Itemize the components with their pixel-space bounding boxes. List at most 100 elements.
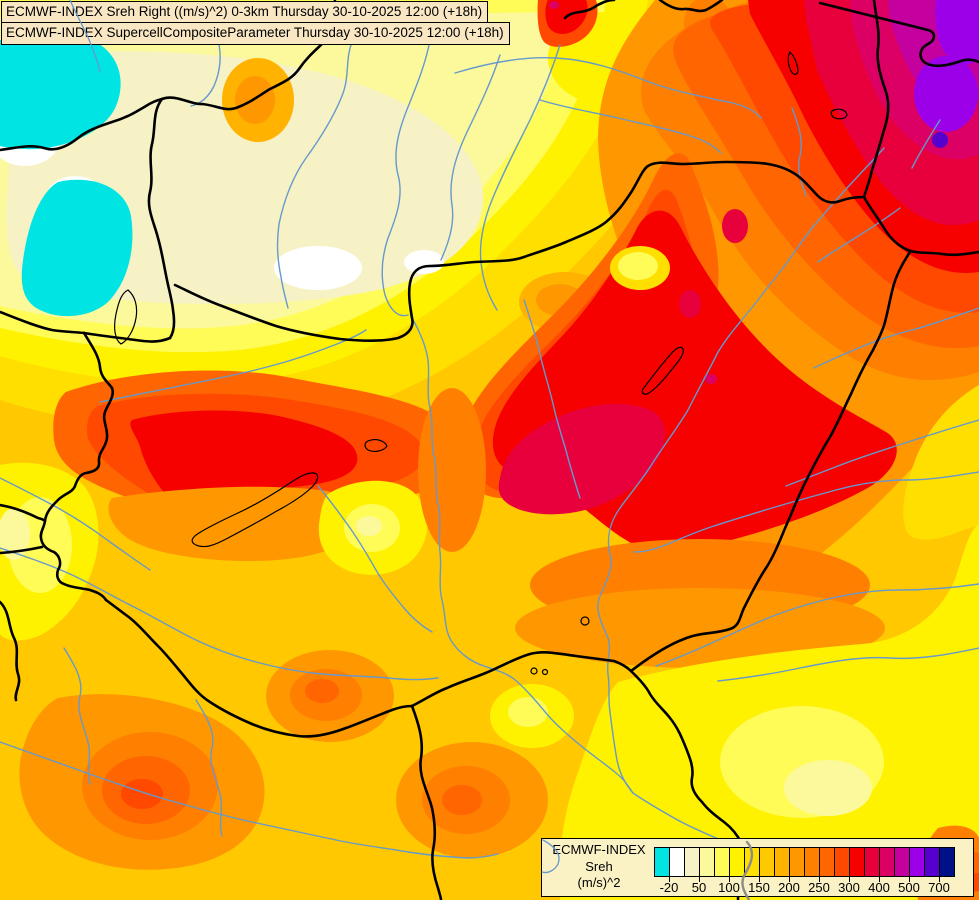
border-hungary-ukraine [862, 195, 979, 257]
border-slovenia-croatia [0, 600, 21, 702]
legend-color-cell-13 [850, 848, 865, 876]
legend-tick-label-100: 100 [718, 880, 740, 895]
region-crimson-spot-1 [722, 209, 748, 243]
region-east-gold-band [903, 385, 979, 540]
river-hornad [791, 107, 807, 197]
river-koros [633, 471, 979, 553]
region-central-crimson-core [498, 403, 666, 515]
map-title-supercell: ECMWF-INDEX SupercellCompositeParameter … [1, 22, 510, 45]
region-ne-violet-blob [914, 56, 978, 132]
map-title-sreh-text: ECMWF-INDEX Sreh Right ((m/s)^2) 0-3km T… [6, 4, 483, 19]
lake-velence [364, 439, 388, 452]
river-bega [717, 647, 979, 682]
small-lake-3 [580, 616, 590, 626]
border-austria-hungary-south [82, 331, 172, 343]
lake-neusiedl [114, 289, 138, 345]
legend-color-cell-11 [820, 848, 835, 876]
region-crimson-spot-2 [679, 290, 701, 318]
region-bottom-orangered-1 [305, 679, 339, 703]
border-top-2 [658, 0, 724, 13]
region-core-west-dkorange [418, 388, 486, 552]
border-austria-slovenia-descent [39, 331, 114, 602]
color-scale-legend: ECMWF-INDEX Sreh (m/s)^2 -20 50 100 150 200 2… [541, 838, 974, 897]
river-bosnia-2 [195, 699, 223, 837]
legend-tickmark-300 [849, 877, 850, 882]
legend-tick-label-400: 400 [868, 880, 890, 895]
region-white-patch-3 [274, 246, 362, 290]
small-lake-2 [541, 668, 549, 676]
border-slovakia-ukraine [862, 0, 890, 199]
region-pale-gap-patch [618, 252, 658, 280]
legend-color-cell-6 [745, 848, 760, 876]
region-white-patch-4 [404, 250, 444, 274]
border-hungary-croatia [104, 598, 414, 738]
region-balaton-orange-area [108, 486, 361, 561]
legend-tick-label-700: 700 [928, 880, 950, 895]
lake-tisza [641, 346, 684, 395]
legend-tick-label-150: 150 [748, 880, 770, 895]
legend-color-cell-17 [910, 848, 925, 876]
river-koros-north [785, 419, 979, 487]
legend-label: ECMWF-INDEX Sreh (m/s)^2 [546, 842, 652, 892]
legend-tickmark-700 [939, 877, 940, 882]
region-west-red-core [130, 410, 358, 507]
legend-color-cell-14 [865, 848, 880, 876]
border-austria-hungary-west [147, 97, 176, 340]
border-austria-stub [0, 310, 86, 335]
region-ne-blueviolet-dot [932, 132, 948, 148]
region-se-pale-patch [784, 760, 872, 816]
river-zagyva [523, 299, 581, 499]
river-ne [911, 119, 941, 169]
region-ne-violet-corner [935, 0, 979, 65]
river-bosnia-1 [63, 647, 91, 785]
border-top-1 [563, 0, 616, 20]
legend-tickmark-100 [729, 877, 730, 882]
legend-tick-label-200: 200 [778, 880, 800, 895]
legend-color-cell-10 [805, 848, 820, 876]
region-top-magenta-dot [549, 1, 559, 9]
border-hungary-slovakia [173, 160, 866, 343]
legend-tickmark-250 [819, 877, 820, 882]
river-mura [0, 477, 151, 571]
river-tisza [597, 147, 885, 794]
border-slovenia-stub-2 [0, 545, 44, 555]
legend-tick-label-300: 300 [838, 880, 860, 895]
river-drava [0, 547, 439, 681]
legend-color-cell-7 [760, 848, 775, 876]
legend-tickmark-500 [909, 877, 910, 882]
region-magenta-spot-3 [705, 374, 717, 384]
river-sio [317, 485, 433, 633]
region-center-pale-patch [356, 516, 382, 536]
legend-color-cell-0 [655, 848, 670, 876]
legend-tick-label-50: 50 [691, 880, 707, 895]
legend-tickmark-400 [879, 877, 880, 882]
region-bottomleft-redorange [121, 779, 163, 809]
river-maros [655, 583, 979, 667]
legend-color-cell-19 [940, 848, 954, 876]
legend-color-cell-18 [925, 848, 940, 876]
legend-label-line-1: ECMWF-INDEX [552, 842, 646, 857]
legend-color-cell-9 [790, 848, 805, 876]
legend-tick-label-500: 500 [898, 880, 920, 895]
legend-tick-label-250: 250 [808, 880, 830, 895]
river-bodrog [817, 207, 901, 263]
map-title-supercell-text: ECMWF-INDEX SupercellCompositeParameter … [6, 25, 504, 40]
small-outline-2 [830, 108, 848, 120]
legend-color-cell-2 [685, 848, 700, 876]
legend-color-cell-15 [880, 848, 895, 876]
legend-tick-label--20: -20 [659, 880, 679, 895]
river-danube [411, 317, 745, 847]
river-sava [0, 741, 499, 859]
region-cyan-negative-area-2 [21, 179, 133, 317]
river-nitra [440, 54, 501, 261]
small-outline-1 [787, 51, 799, 75]
small-lake-1 [530, 667, 538, 675]
legend-color-cell-3 [700, 848, 715, 876]
legend-color-cell-16 [895, 848, 910, 876]
river-sk-mid [539, 99, 722, 154]
border-czech-austria [0, 97, 164, 152]
river-hron [479, 44, 561, 311]
legend-color-cell-5 [730, 848, 745, 876]
region-bottom-orangered-2 [442, 785, 482, 815]
